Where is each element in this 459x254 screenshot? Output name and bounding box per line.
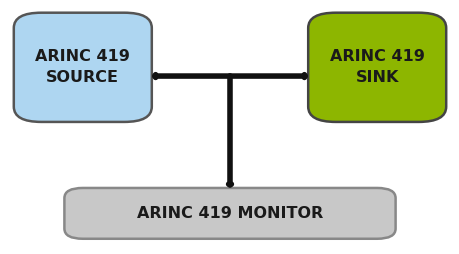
FancyBboxPatch shape bbox=[308, 13, 445, 122]
FancyBboxPatch shape bbox=[14, 13, 151, 122]
Text: ARINC 419
SOURCE: ARINC 419 SOURCE bbox=[35, 49, 130, 85]
FancyBboxPatch shape bbox=[64, 188, 395, 239]
Text: ARINC 419 MONITOR: ARINC 419 MONITOR bbox=[137, 206, 322, 221]
Text: ARINC 419
SINK: ARINC 419 SINK bbox=[329, 49, 424, 85]
